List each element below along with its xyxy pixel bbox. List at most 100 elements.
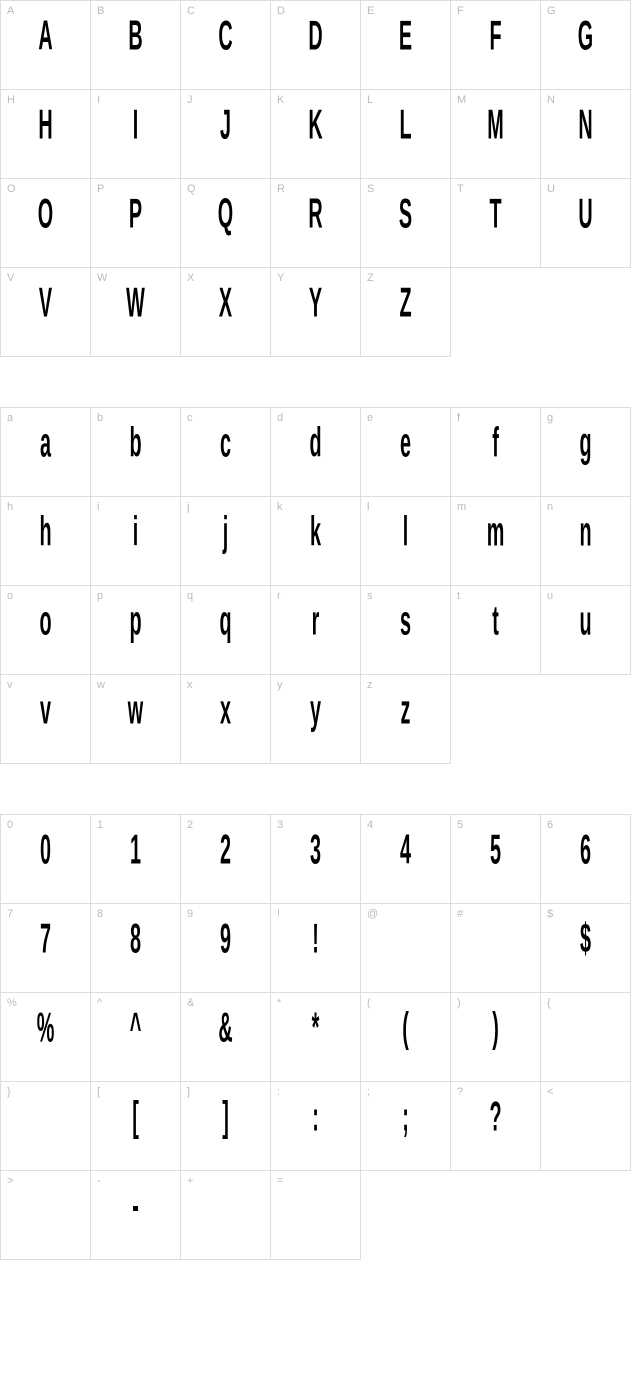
char-cell[interactable]: ;; <box>361 1082 451 1171</box>
char-cell[interactable]: 44 <box>361 815 451 904</box>
char-cell[interactable]: kk <box>271 497 361 586</box>
char-cell[interactable]: @ <box>361 904 451 993</box>
char-cell[interactable]: AA <box>1 1 91 90</box>
char-cell[interactable]: GG <box>541 1 631 90</box>
char-cell[interactable]: 77 <box>1 904 91 993</box>
char-cell[interactable]: PP <box>91 179 181 268</box>
char-cell[interactable]: CC <box>181 1 271 90</box>
char-cell[interactable]: $$ <box>541 904 631 993</box>
char-cell[interactable]: tt <box>451 586 541 675</box>
char-cell[interactable]: 66 <box>541 815 631 904</box>
char-cell-glyph: D <box>291 15 340 56</box>
char-cell[interactable]: cc <box>181 408 271 497</box>
char-cell[interactable]: ** <box>271 993 361 1082</box>
char-cell[interactable]: mm <box>451 497 541 586</box>
char-cell[interactable]: 88 <box>91 904 181 993</box>
char-cell[interactable]: (( <box>361 993 451 1082</box>
char-cell[interactable]: nn <box>541 497 631 586</box>
char-cell[interactable]: MM <box>451 90 541 179</box>
char-cell[interactable]: { <box>541 993 631 1082</box>
char-cell[interactable]: %% <box>1 993 91 1082</box>
char-cell[interactable]: SS <box>361 179 451 268</box>
char-cell-label: 2 <box>187 819 193 831</box>
char-cell-label: y <box>277 679 283 691</box>
char-cell[interactable]: } <box>1 1082 91 1171</box>
char-cell[interactable]: ^^ <box>91 993 181 1082</box>
char-cell[interactable]: uu <box>541 586 631 675</box>
char-cell-label: G <box>547 5 556 17</box>
char-cell[interactable]: RR <box>271 179 361 268</box>
char-cell[interactable]: OO <box>1 179 91 268</box>
char-cell-glyph: U <box>561 193 610 234</box>
char-cell-glyph: Y <box>291 282 340 323</box>
char-cell[interactable]: && <box>181 993 271 1082</box>
char-cell[interactable]: VV <box>1 268 91 357</box>
char-cell[interactable]: xx <box>181 675 271 764</box>
char-cell[interactable]: vv <box>1 675 91 764</box>
char-cell[interactable]: XX <box>181 268 271 357</box>
char-cell-label: B <box>97 5 104 17</box>
char-cell[interactable]: < <box>541 1082 631 1171</box>
char-cell[interactable]: ee <box>361 408 451 497</box>
char-cell-label: F <box>457 5 464 17</box>
char-cell[interactable]: 33 <box>271 815 361 904</box>
char-cell[interactable]: HH <box>1 90 91 179</box>
char-cell[interactable]: # <box>451 904 541 993</box>
char-cell-glyph: X <box>201 282 250 323</box>
char-cell[interactable]: yy <box>271 675 361 764</box>
char-cell[interactable]: 22 <box>181 815 271 904</box>
char-cell[interactable]: 11 <box>91 815 181 904</box>
char-cell[interactable]: ?? <box>451 1082 541 1171</box>
char-cell[interactable]: aa <box>1 408 91 497</box>
char-cell[interactable]: JJ <box>181 90 271 179</box>
char-cell[interactable]: EE <box>361 1 451 90</box>
char-cell[interactable]: + <box>181 1171 271 1260</box>
char-cell[interactable]: KK <box>271 90 361 179</box>
char-cell[interactable]: QQ <box>181 179 271 268</box>
char-cell[interactable]: oo <box>1 586 91 675</box>
char-cell[interactable]: 99 <box>181 904 271 993</box>
char-cell[interactable]: 55 <box>451 815 541 904</box>
char-cell[interactable]: qq <box>181 586 271 675</box>
char-cell[interactable]: dd <box>271 408 361 497</box>
char-cell[interactable]: pp <box>91 586 181 675</box>
char-cell[interactable]: bb <box>91 408 181 497</box>
char-cell[interactable]: jj <box>181 497 271 586</box>
char-cell[interactable]: ]] <box>181 1082 271 1171</box>
char-cell[interactable]: > <box>1 1171 91 1260</box>
char-cell[interactable]: )) <box>451 993 541 1082</box>
char-cell[interactable]: zz <box>361 675 451 764</box>
char-cell[interactable]: !! <box>271 904 361 993</box>
char-cell[interactable]: FF <box>451 1 541 90</box>
char-cell-glyph: m <box>471 511 520 552</box>
char-cell[interactable]: ii <box>91 497 181 586</box>
char-cell-glyph: w <box>111 689 160 730</box>
char-cell[interactable]: ss <box>361 586 451 675</box>
char-cell-label: < <box>547 1086 553 1098</box>
char-cell[interactable]: ff <box>451 408 541 497</box>
char-cell[interactable]: BB <box>91 1 181 90</box>
char-cell[interactable]: :: <box>271 1082 361 1171</box>
char-cell[interactable]: ww <box>91 675 181 764</box>
char-cell[interactable]: [[ <box>91 1082 181 1171</box>
char-cell-glyph: $ <box>561 918 610 959</box>
char-cell[interactable]: UU <box>541 179 631 268</box>
char-cell[interactable]: II <box>91 90 181 179</box>
char-cell-label: T <box>457 183 464 195</box>
char-cell[interactable]: YY <box>271 268 361 357</box>
char-cell[interactable]: 00 <box>1 815 91 904</box>
char-cell[interactable]: rr <box>271 586 361 675</box>
char-cell[interactable]: DD <box>271 1 361 90</box>
char-cell-label: v <box>7 679 13 691</box>
char-cell[interactable]: hh <box>1 497 91 586</box>
char-cell[interactable]: LL <box>361 90 451 179</box>
char-cell[interactable]: ZZ <box>361 268 451 357</box>
char-cell[interactable]: = <box>271 1171 361 1260</box>
char-cell-label: x <box>187 679 193 691</box>
char-cell[interactable]: -- <box>91 1171 181 1260</box>
char-cell[interactable]: WW <box>91 268 181 357</box>
char-cell[interactable]: gg <box>541 408 631 497</box>
char-cell[interactable]: NN <box>541 90 631 179</box>
char-cell[interactable]: ll <box>361 497 451 586</box>
char-cell[interactable]: TT <box>451 179 541 268</box>
